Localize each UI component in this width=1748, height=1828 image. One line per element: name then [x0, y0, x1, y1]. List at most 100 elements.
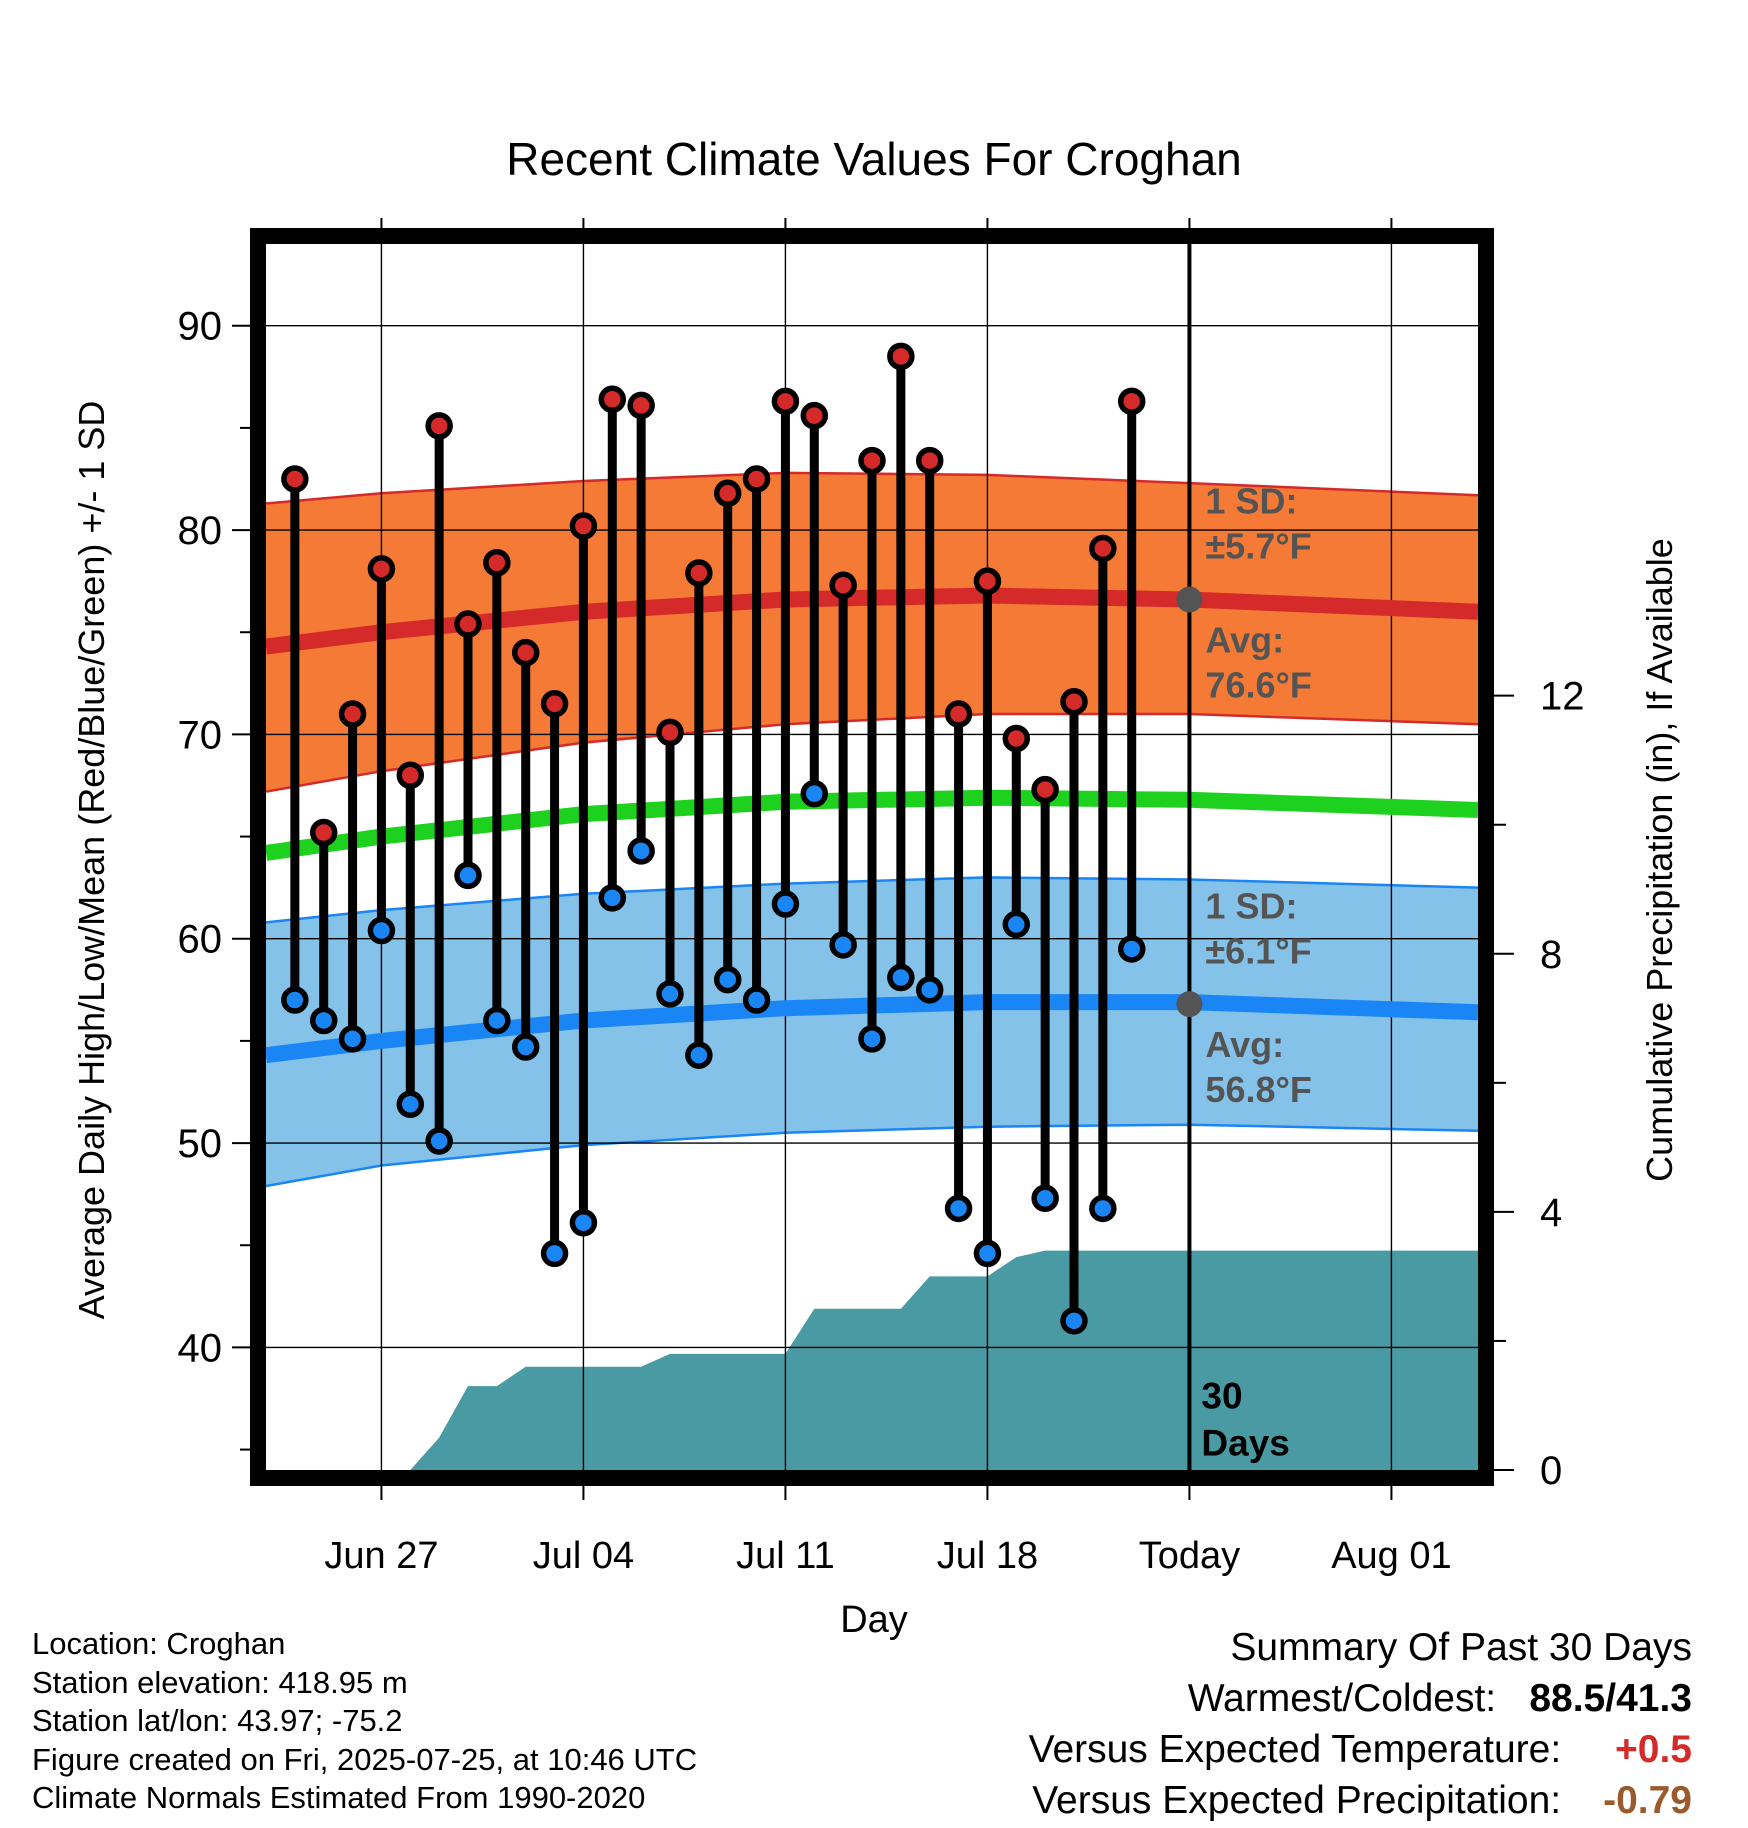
- low-sd-label: 1 SD:: [1205, 885, 1297, 926]
- station-info: Location: Croghan Station elevation: 418…: [32, 1625, 697, 1818]
- low-avg-label: Avg:: [1205, 1024, 1284, 1065]
- daily-high-point: [281, 465, 309, 493]
- daily-low-point: [973, 1239, 1002, 1268]
- summary-precipitation: Versus Expected Precipitation: -0.79: [1029, 1775, 1692, 1826]
- y-tick-label: 80: [178, 509, 223, 553]
- y-tick-label: 50: [178, 1122, 223, 1166]
- daily-high-point: [338, 700, 367, 728]
- daily-high-point: [454, 610, 482, 638]
- y2-axis-label: Cumulative Precipitation (in), If Availa…: [1639, 538, 1680, 1182]
- daily-low-point: [483, 1006, 511, 1035]
- daily-low-point: [742, 986, 771, 1014]
- daily-high-point: [483, 549, 511, 577]
- precip-departure-label: Versus Expected Precipitation:: [1032, 1779, 1562, 1822]
- daily-low-point: [1060, 1307, 1088, 1335]
- daily-low-point: [800, 779, 829, 808]
- summary-warmest-coldest: Warmest/Coldest: 88.5/41.3: [1029, 1673, 1692, 1724]
- daily-low-point: [396, 1090, 425, 1118]
- summary-title: Summary Of Past 30 Days: [1230, 1626, 1692, 1669]
- daily-low-point: [367, 916, 396, 945]
- daily-high-point: [309, 818, 338, 847]
- daily-high-point: [713, 479, 742, 508]
- high-sd-value: ±5.7°F: [1205, 526, 1311, 567]
- daily-low-point: [915, 976, 944, 1004]
- x-tick-label: Jul 11: [736, 1535, 835, 1577]
- daily-low-point: [511, 1033, 540, 1061]
- high-avg-value: 76.6°F: [1205, 665, 1311, 706]
- daily-high-point: [367, 555, 396, 583]
- daily-high-point: [771, 387, 800, 416]
- temp-departure-value: +0.5: [1615, 1728, 1692, 1771]
- x-tick-label: Today: [1139, 1535, 1240, 1577]
- created-text: Figure created on Fri, 2025-07-25, at 10…: [32, 1741, 698, 1777]
- daily-high-point: [742, 465, 771, 493]
- daily-low-point: [338, 1025, 367, 1053]
- plot-content: [266, 244, 1478, 1470]
- daily-high-point: [1031, 775, 1059, 804]
- daily-low-point: [771, 890, 800, 918]
- daily-low-point: [540, 1239, 569, 1268]
- daily-low-point: [627, 837, 655, 865]
- daily-high-point: [1002, 724, 1031, 753]
- daily-high-point: [396, 761, 425, 790]
- daily-high-point: [656, 718, 684, 747]
- warmest-coldest-label: Warmest/Coldest:: [1187, 1677, 1497, 1720]
- y-tick-label: 60: [178, 918, 223, 962]
- chart-title: Recent Climate Values For Croghan: [506, 133, 1241, 185]
- y-tick-label: 90: [178, 305, 223, 349]
- daily-high-point: [511, 638, 540, 667]
- daily-high-point: [425, 412, 453, 440]
- low-avg-value: 56.8°F: [1205, 1069, 1311, 1110]
- daily-high-point: [973, 567, 1002, 595]
- low-avg-today-point: [1176, 991, 1203, 1018]
- precip-departure-value: -0.79: [1603, 1779, 1692, 1822]
- temp-departure-label: Versus Expected Temperature:: [1028, 1728, 1562, 1771]
- daily-low-point: [454, 861, 482, 890]
- normals-text: Climate Normals Estimated From 1990-2020: [32, 1780, 646, 1815]
- daily-low-point: [1117, 935, 1146, 963]
- summary-panel: Summary Of Past 30 Days Warmest/Coldest:…: [1029, 1622, 1692, 1826]
- days-label-number: 30: [1201, 1376, 1242, 1417]
- daily-low-point: [598, 884, 627, 912]
- latlon-text: Station lat/lon: 43.97; -75.2: [32, 1703, 403, 1738]
- daily-high-point: [685, 559, 713, 587]
- high-sd-label: 1 SD:: [1205, 481, 1297, 522]
- high-avg-today-point: [1176, 586, 1203, 613]
- location-text: Location: Croghan: [32, 1626, 286, 1661]
- daily-high-point: [800, 401, 829, 430]
- x-tick-label: Aug 01: [1331, 1535, 1451, 1577]
- days-label-word: Days: [1201, 1423, 1289, 1464]
- daily-low-point: [887, 963, 915, 992]
- warmest-coldest-value: 88.5/41.3: [1529, 1677, 1692, 1720]
- daily-low-point: [858, 1025, 886, 1053]
- plot-frame: [250, 228, 1494, 1486]
- daily-low-point: [1031, 1184, 1059, 1212]
- daily-low-point: [309, 1006, 338, 1035]
- y-tick-label: 70: [178, 713, 223, 757]
- x-axis-label: Day: [840, 1599, 908, 1641]
- y-axis-label: Average Daily High/Low/Mean (Red/Blue/Gr…: [71, 401, 112, 1320]
- daily-high-point: [1117, 387, 1146, 416]
- daily-low-point: [685, 1041, 713, 1069]
- daily-low-point: [656, 980, 684, 1008]
- x-tick-label: Jul 18: [937, 1535, 1038, 1577]
- daily-low-point: [713, 965, 742, 994]
- y2-tick-label: 8: [1540, 933, 1562, 977]
- daily-high-point: [598, 385, 627, 414]
- daily-high-point: [887, 342, 915, 371]
- daily-high-point: [829, 571, 857, 599]
- high-avg-label: Avg:: [1205, 620, 1284, 661]
- y2-tick-label: 0: [1540, 1449, 1562, 1493]
- daily-high-point: [915, 446, 944, 475]
- daily-low-point: [944, 1194, 973, 1223]
- y2-tick-label: 4: [1540, 1191, 1562, 1235]
- precip-area: [266, 1250, 1478, 1470]
- elevation-text: Station elevation: 418.95 m: [32, 1664, 408, 1700]
- x-tick-label: Jun 27: [324, 1535, 438, 1577]
- y-tick-label: 40: [178, 1326, 223, 1370]
- daily-high-point: [569, 512, 598, 540]
- daily-low-point: [1089, 1194, 1117, 1223]
- low-sd-value: ±6.1°F: [1205, 930, 1311, 971]
